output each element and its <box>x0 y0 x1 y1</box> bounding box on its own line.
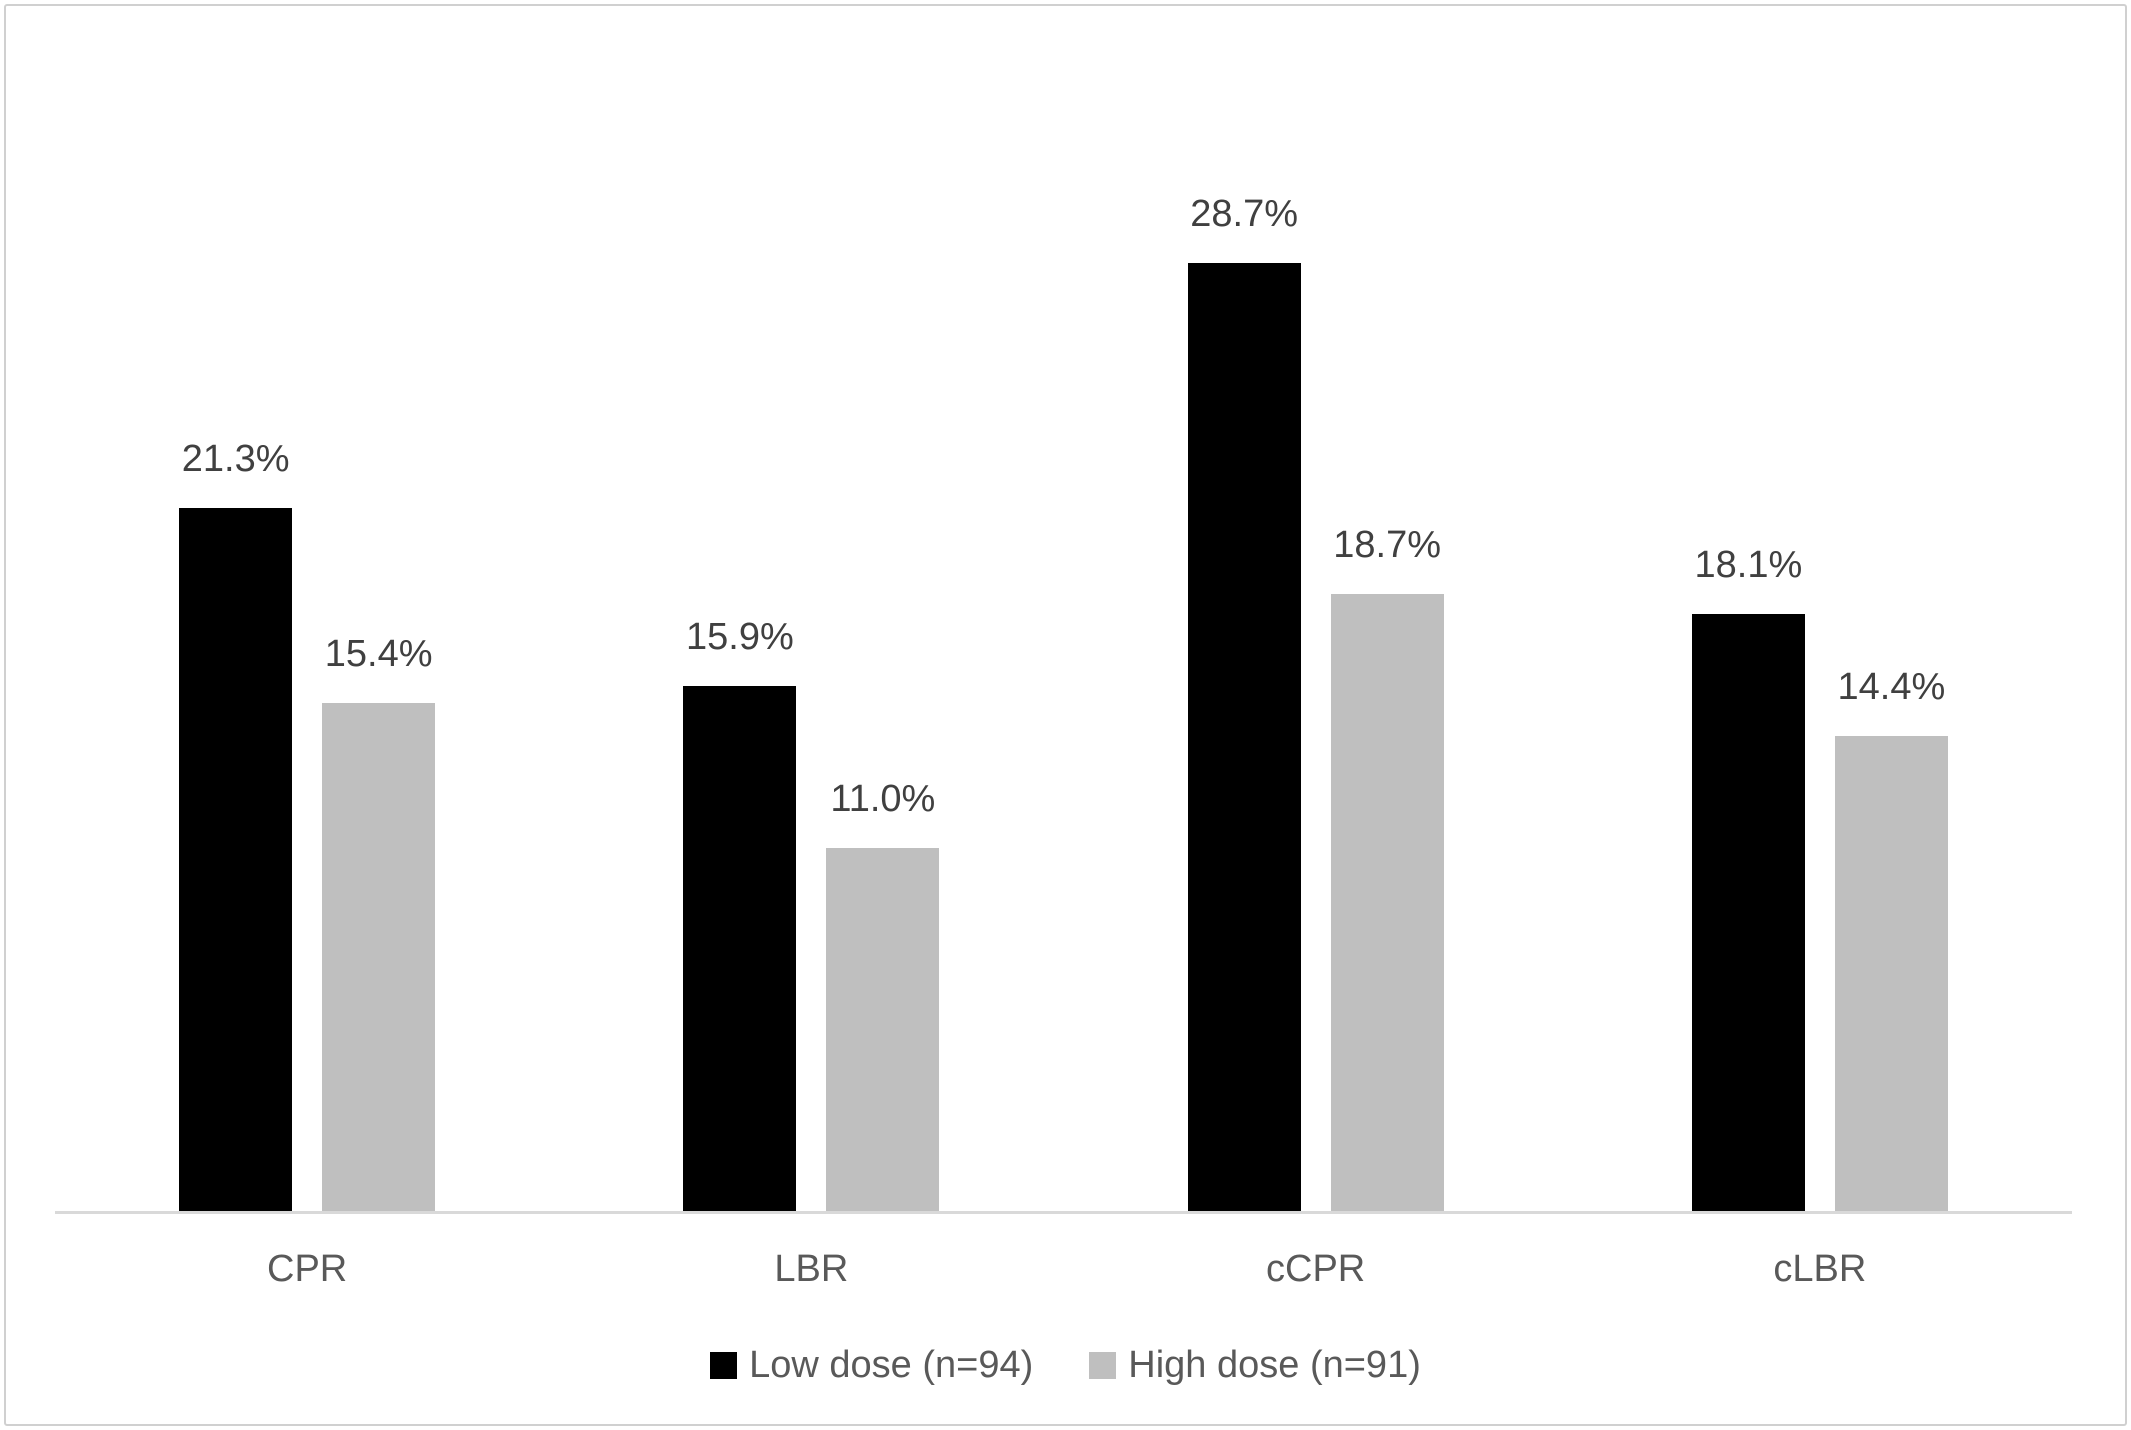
data-label: 28.7% <box>1190 193 1298 236</box>
bar-low-dose-CPR <box>179 508 293 1212</box>
bar-slot: 21.3% <box>179 438 293 1212</box>
data-label: 15.9% <box>686 616 794 659</box>
bar-slot: 18.1% <box>1691 544 1805 1212</box>
bar-low-dose-cLBR <box>1691 614 1805 1212</box>
legend-item: Low dose (n=94) <box>710 1344 1033 1387</box>
bar-slot: 15.4% <box>322 633 436 1212</box>
bar-group-cCPR: 28.7% 18.7% <box>1064 0 1568 1212</box>
data-label: 14.4% <box>1837 666 1946 709</box>
data-label: 11.0% <box>830 778 936 821</box>
bar-group-LBR: 15.9% 11.0% <box>559 0 1063 1212</box>
data-label: 21.3% <box>181 438 290 481</box>
legend-label: Low dose (n=94) <box>749 1343 1034 1386</box>
bar-slot: 15.9% <box>683 616 797 1212</box>
legend-swatch-icon <box>1089 1351 1117 1379</box>
bar-low-dose-cCPR <box>1187 263 1301 1212</box>
bar-high-dose-CPR <box>322 703 436 1212</box>
category-label-cLBR: cLBR <box>1773 1248 1867 1290</box>
bar-high-dose-cCPR <box>1330 594 1444 1212</box>
plot-area: 21.3% 15.4% 15.9% 11.0% 28.7% 18.7% 18.1% 14.4% <box>55 0 2072 1212</box>
legend-item: High dose (n=91) <box>1089 1344 1421 1387</box>
bar-group-cLBR: 18.1% 14.4% <box>1568 0 2072 1212</box>
bar-slot: 28.7% <box>1187 193 1301 1212</box>
bar-high-dose-LBR <box>826 848 940 1212</box>
bar-high-dose-cLBR <box>1834 736 1948 1212</box>
x-axis-labels: CPR LBR cCPR cLBR <box>55 1248 2072 1291</box>
legend: Low dose (n=94) High dose (n=91) <box>0 1340 2131 1390</box>
bar-slot: 11.0% <box>826 778 940 1212</box>
category-label-CPR: CPR <box>267 1248 348 1290</box>
category-label-LBR: LBR <box>774 1248 849 1290</box>
category-label-cCPR: cCPR <box>1266 1248 1366 1290</box>
data-label: 18.1% <box>1694 544 1803 587</box>
data-label: 15.4% <box>324 633 433 676</box>
legend-label: High dose (n=91) <box>1128 1343 1421 1386</box>
legend-swatch-icon <box>710 1351 738 1379</box>
bar-group-CPR: 21.3% 15.4% <box>55 0 559 1212</box>
bar-slot: 18.7% <box>1330 524 1444 1212</box>
bar-low-dose-LBR <box>683 686 797 1212</box>
data-label: 18.7% <box>1333 524 1441 567</box>
x-axis-line <box>55 1211 2072 1214</box>
bar-slot: 14.4% <box>1834 666 1948 1212</box>
